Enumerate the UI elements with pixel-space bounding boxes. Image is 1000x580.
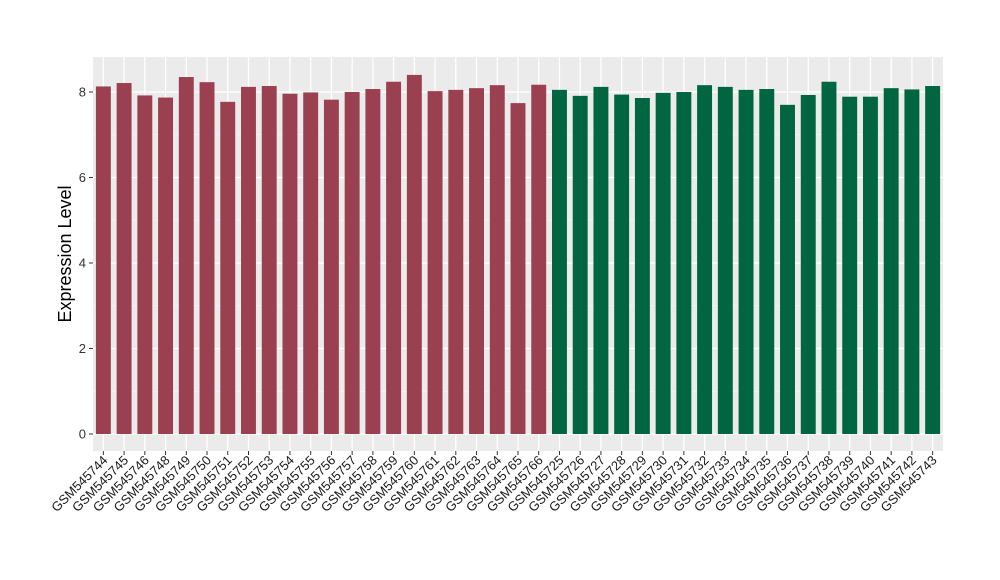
bar-GSM545758: [365, 89, 381, 434]
bar-GSM545749: [178, 77, 194, 434]
y-tick-label: 0: [79, 427, 86, 442]
bar-GSM545750: [199, 82, 215, 434]
bar-GSM545753: [261, 86, 277, 434]
bar-GSM545742: [904, 89, 920, 434]
bar-GSM545733: [717, 86, 733, 435]
bar-GSM545730: [655, 92, 671, 434]
bar-GSM545741: [883, 88, 899, 434]
bar-GSM545765: [510, 103, 526, 435]
bar-GSM545735: [759, 89, 775, 434]
bar-GSM545757: [344, 92, 360, 434]
bar-GSM545748: [158, 97, 174, 435]
bar-GSM545736: [780, 104, 795, 434]
y-tick-label: 8: [79, 85, 86, 100]
y-axis-title: Expression Level: [55, 185, 75, 322]
bar-GSM545746: [137, 95, 153, 435]
y-axis-ticks: 0 2 4 6 8: [79, 85, 93, 442]
bar-GSM545737: [800, 94, 816, 435]
bar-GSM545732: [697, 85, 713, 434]
bar-GSM545743: [925, 86, 941, 434]
bar-GSM545755: [303, 92, 319, 435]
bar-GSM545727: [593, 86, 609, 435]
bar-GSM545729: [634, 97, 650, 435]
bar-GSM545763: [469, 88, 484, 434]
bar-GSM545731: [676, 92, 692, 434]
y-tick-label: 2: [79, 341, 86, 356]
bar-GSM545734: [738, 89, 754, 435]
bar-GSM545739: [842, 96, 858, 434]
bar-GSM545740: [862, 96, 878, 434]
bar-GSM545751: [220, 101, 236, 435]
bar-GSM545754: [282, 93, 298, 435]
bar-GSM545759: [386, 81, 402, 435]
bars: [95, 74, 941, 435]
bar-GSM545744: [95, 86, 111, 434]
bar-GSM545752: [241, 86, 256, 435]
bar-GSM545756: [323, 99, 339, 434]
x-axis-ticks: GSM545744GSM545745GSM545746GSM545748GSM5…: [48, 451, 940, 515]
bar-GSM545760: [406, 74, 422, 435]
bar-GSM545761: [427, 91, 443, 435]
y-tick-label: 4: [79, 256, 86, 271]
bar-GSM545745: [116, 83, 132, 435]
bar-GSM545762: [448, 89, 464, 435]
bar-GSM545766: [531, 84, 547, 435]
bar-GSM545725: [552, 89, 567, 435]
bar-GSM545764: [489, 85, 505, 434]
bar-GSM545728: [614, 94, 630, 434]
bar-GSM545738: [821, 81, 837, 435]
bar-GSM545726: [572, 95, 588, 434]
y-tick-label: 6: [79, 170, 86, 185]
